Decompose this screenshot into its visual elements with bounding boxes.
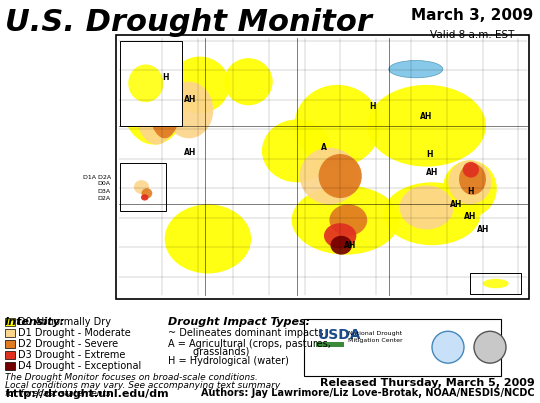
Ellipse shape — [148, 69, 181, 138]
Ellipse shape — [134, 180, 149, 194]
Text: for forecast statements.: for forecast statements. — [5, 389, 113, 398]
Text: USDA: USDA — [318, 328, 361, 342]
Ellipse shape — [122, 56, 186, 145]
Ellipse shape — [389, 60, 443, 78]
Ellipse shape — [483, 279, 509, 288]
Bar — [120, 41, 182, 126]
Bar — [116, 35, 529, 299]
FancyBboxPatch shape — [304, 319, 501, 376]
Ellipse shape — [463, 162, 479, 178]
Bar — [120, 164, 166, 211]
Text: D2A: D2A — [98, 195, 111, 201]
Circle shape — [474, 331, 506, 363]
Text: H = Hydrological (water): H = Hydrological (water) — [168, 356, 289, 366]
Text: Mitigation Center: Mitigation Center — [348, 338, 403, 343]
Text: Valid 8 a.m. EST: Valid 8 a.m. EST — [430, 30, 515, 40]
Circle shape — [432, 331, 464, 363]
Ellipse shape — [294, 85, 381, 166]
Ellipse shape — [129, 64, 164, 102]
Text: AH: AH — [421, 112, 433, 121]
Ellipse shape — [135, 69, 178, 145]
Ellipse shape — [141, 188, 152, 198]
Ellipse shape — [262, 119, 332, 182]
Text: AH: AH — [184, 148, 196, 157]
Text: Authors: Jay Lawrimore/Liz Love-Brotak, NOAA/NESDIS/NCDC: Authors: Jay Lawrimore/Liz Love-Brotak, … — [201, 388, 535, 398]
Text: D1A D2A: D1A D2A — [83, 175, 111, 180]
Text: Local conditions may vary. See accompanying text summary: Local conditions may vary. See accompany… — [5, 381, 280, 390]
Bar — [116, 35, 529, 299]
Bar — [5, 362, 15, 370]
Bar — [5, 340, 15, 348]
Ellipse shape — [170, 56, 230, 113]
Ellipse shape — [329, 204, 367, 236]
Ellipse shape — [443, 160, 497, 217]
Text: H: H — [426, 150, 433, 158]
Text: AH: AH — [344, 241, 356, 250]
Ellipse shape — [158, 64, 172, 86]
Text: H: H — [468, 187, 474, 196]
Text: AH: AH — [450, 200, 462, 209]
Text: D1 Drought - Moderate: D1 Drought - Moderate — [18, 328, 131, 338]
Ellipse shape — [459, 164, 486, 195]
Bar — [316, 342, 344, 347]
Bar — [5, 329, 15, 337]
Text: H: H — [163, 73, 169, 81]
Bar — [470, 274, 521, 294]
Bar — [5, 318, 15, 326]
Ellipse shape — [165, 204, 251, 274]
Ellipse shape — [448, 160, 491, 204]
Ellipse shape — [292, 185, 400, 255]
Text: ~ Delineates dominant impacts: ~ Delineates dominant impacts — [168, 328, 323, 338]
Ellipse shape — [330, 236, 352, 255]
Text: D3A: D3A — [98, 189, 111, 194]
Text: AH: AH — [477, 225, 489, 234]
Text: http://drought.unl.edu/dm: http://drought.unl.edu/dm — [5, 389, 168, 399]
Text: AH: AH — [184, 95, 196, 104]
Ellipse shape — [319, 154, 362, 198]
Text: National Drought: National Drought — [348, 331, 402, 336]
Text: A: A — [321, 143, 327, 152]
Ellipse shape — [224, 58, 273, 105]
Text: A = Agricultural (crops, pastures,: A = Agricultural (crops, pastures, — [168, 339, 331, 349]
Text: U.S. Drought Monitor: U.S. Drought Monitor — [5, 8, 372, 37]
Ellipse shape — [141, 194, 148, 201]
Text: AH: AH — [464, 212, 476, 221]
Text: AH: AH — [426, 168, 438, 177]
Text: Drought Impact Types:: Drought Impact Types: — [168, 317, 310, 327]
Bar — [5, 351, 15, 359]
Text: D0A: D0A — [98, 181, 111, 187]
Ellipse shape — [165, 82, 213, 138]
Ellipse shape — [324, 223, 356, 248]
Text: D3 Drought - Extreme: D3 Drought - Extreme — [18, 350, 125, 360]
Text: D2 Drought - Severe: D2 Drought - Severe — [18, 339, 118, 349]
Text: Released Thursday, March 5, 2009: Released Thursday, March 5, 2009 — [320, 378, 535, 388]
Text: D4 Drought - Exceptional: D4 Drought - Exceptional — [18, 361, 141, 371]
Ellipse shape — [383, 182, 481, 245]
Ellipse shape — [400, 185, 454, 229]
Text: The Drought Monitor focuses on broad-scale conditions.: The Drought Monitor focuses on broad-sca… — [5, 373, 258, 382]
Text: Intensity:: Intensity: — [5, 317, 65, 327]
Text: D0 Abnormally Dry: D0 Abnormally Dry — [18, 317, 111, 327]
Text: H: H — [369, 102, 376, 111]
Text: March 3, 2009: March 3, 2009 — [411, 8, 534, 23]
Text: grasslands): grasslands) — [168, 347, 249, 357]
Ellipse shape — [300, 148, 359, 204]
Ellipse shape — [367, 85, 486, 166]
